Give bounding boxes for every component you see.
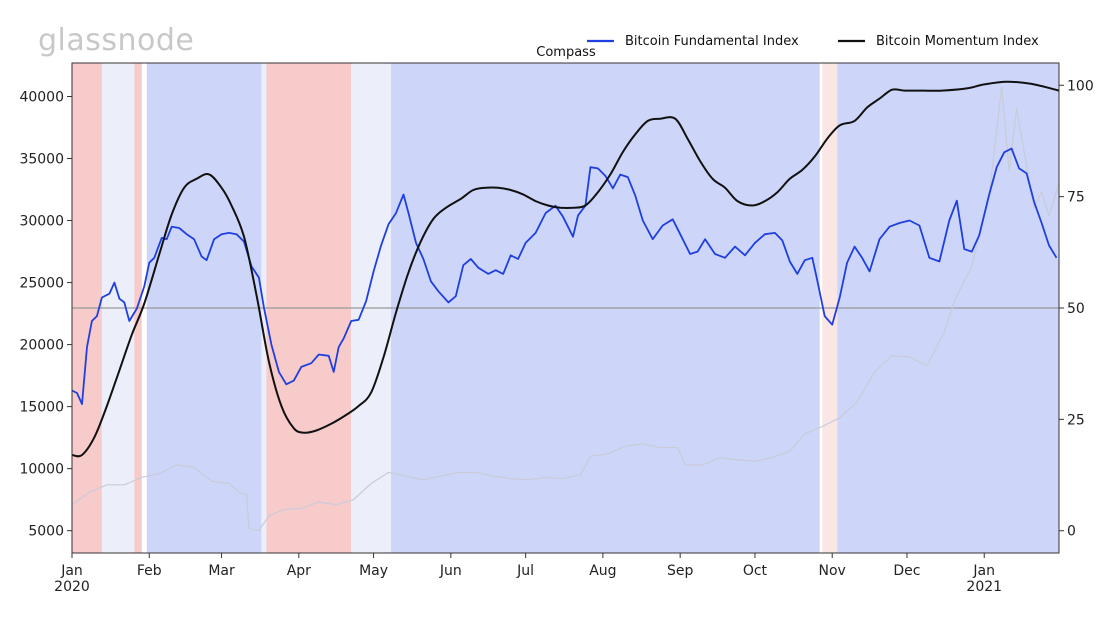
y-left-tick-label-1: 10000 [19,462,64,478]
y-axis-right: 0 25 50 75 100 [1059,78,1094,540]
y-left-tick-label-6: 35000 [19,152,64,168]
x-tick-label-10: Nov [819,563,846,579]
series-line-momentum-index [71,80,1060,458]
legend-label-momentum: Bitcoin Momentum Index [876,34,1039,49]
y-left-tick-label-0: 5000 [28,524,64,540]
x-tick-year-0: 2020 [54,579,90,595]
y-right-tick-label-4: 100 [1067,78,1094,94]
x-tick-label-11: Dec [893,563,920,579]
glassnode-logo: glassnode [38,23,194,58]
x-tick-year-12: 2021 [966,579,1002,595]
x-tick-label-6: Jul [516,563,534,579]
y-right-tick-label-3: 75 [1067,190,1085,206]
y-left-tick-label-7: 40000 [19,89,64,105]
x-tick-label-8: Sep [667,563,694,579]
legend-label-fundamental: Bitcoin Fundamental Index [625,34,799,49]
x-tick-label-12: Jan [972,563,995,579]
series-line-price [71,86,1060,532]
legend: Bitcoin Fundamental Index Bitcoin Moment… [587,34,1039,49]
y-left-tick-label-2: 15000 [19,400,64,416]
x-tick-label-5: Jun [439,563,462,579]
x-tick-label-7: Aug [589,563,616,579]
y-right-tick-label-2: 50 [1067,301,1085,317]
y-left-tick-label-4: 25000 [19,276,64,292]
x-tick-label-0: Jan [60,563,83,579]
x-tick-label-4: May [359,563,388,579]
y-axis-left: 5000 10000 15000 20000 25000 30000 35000 40000 [19,89,72,540]
x-tick-label-3: Apr [287,563,311,579]
y-right-tick-label-1: 25 [1067,412,1085,428]
chart-title: Compass [536,45,596,60]
x-tick-label-1: Feb [137,563,162,579]
x-tick-label-9: Oct [743,563,768,579]
y-left-tick-label-3: 20000 [19,338,64,354]
y-left-tick-label-5: 30000 [19,214,64,230]
series-line-fundamental-index [71,147,1058,405]
x-tick-label-2: Mar [208,563,235,579]
series-lines [71,80,1060,532]
y-right-tick-label-0: 0 [1067,524,1076,540]
